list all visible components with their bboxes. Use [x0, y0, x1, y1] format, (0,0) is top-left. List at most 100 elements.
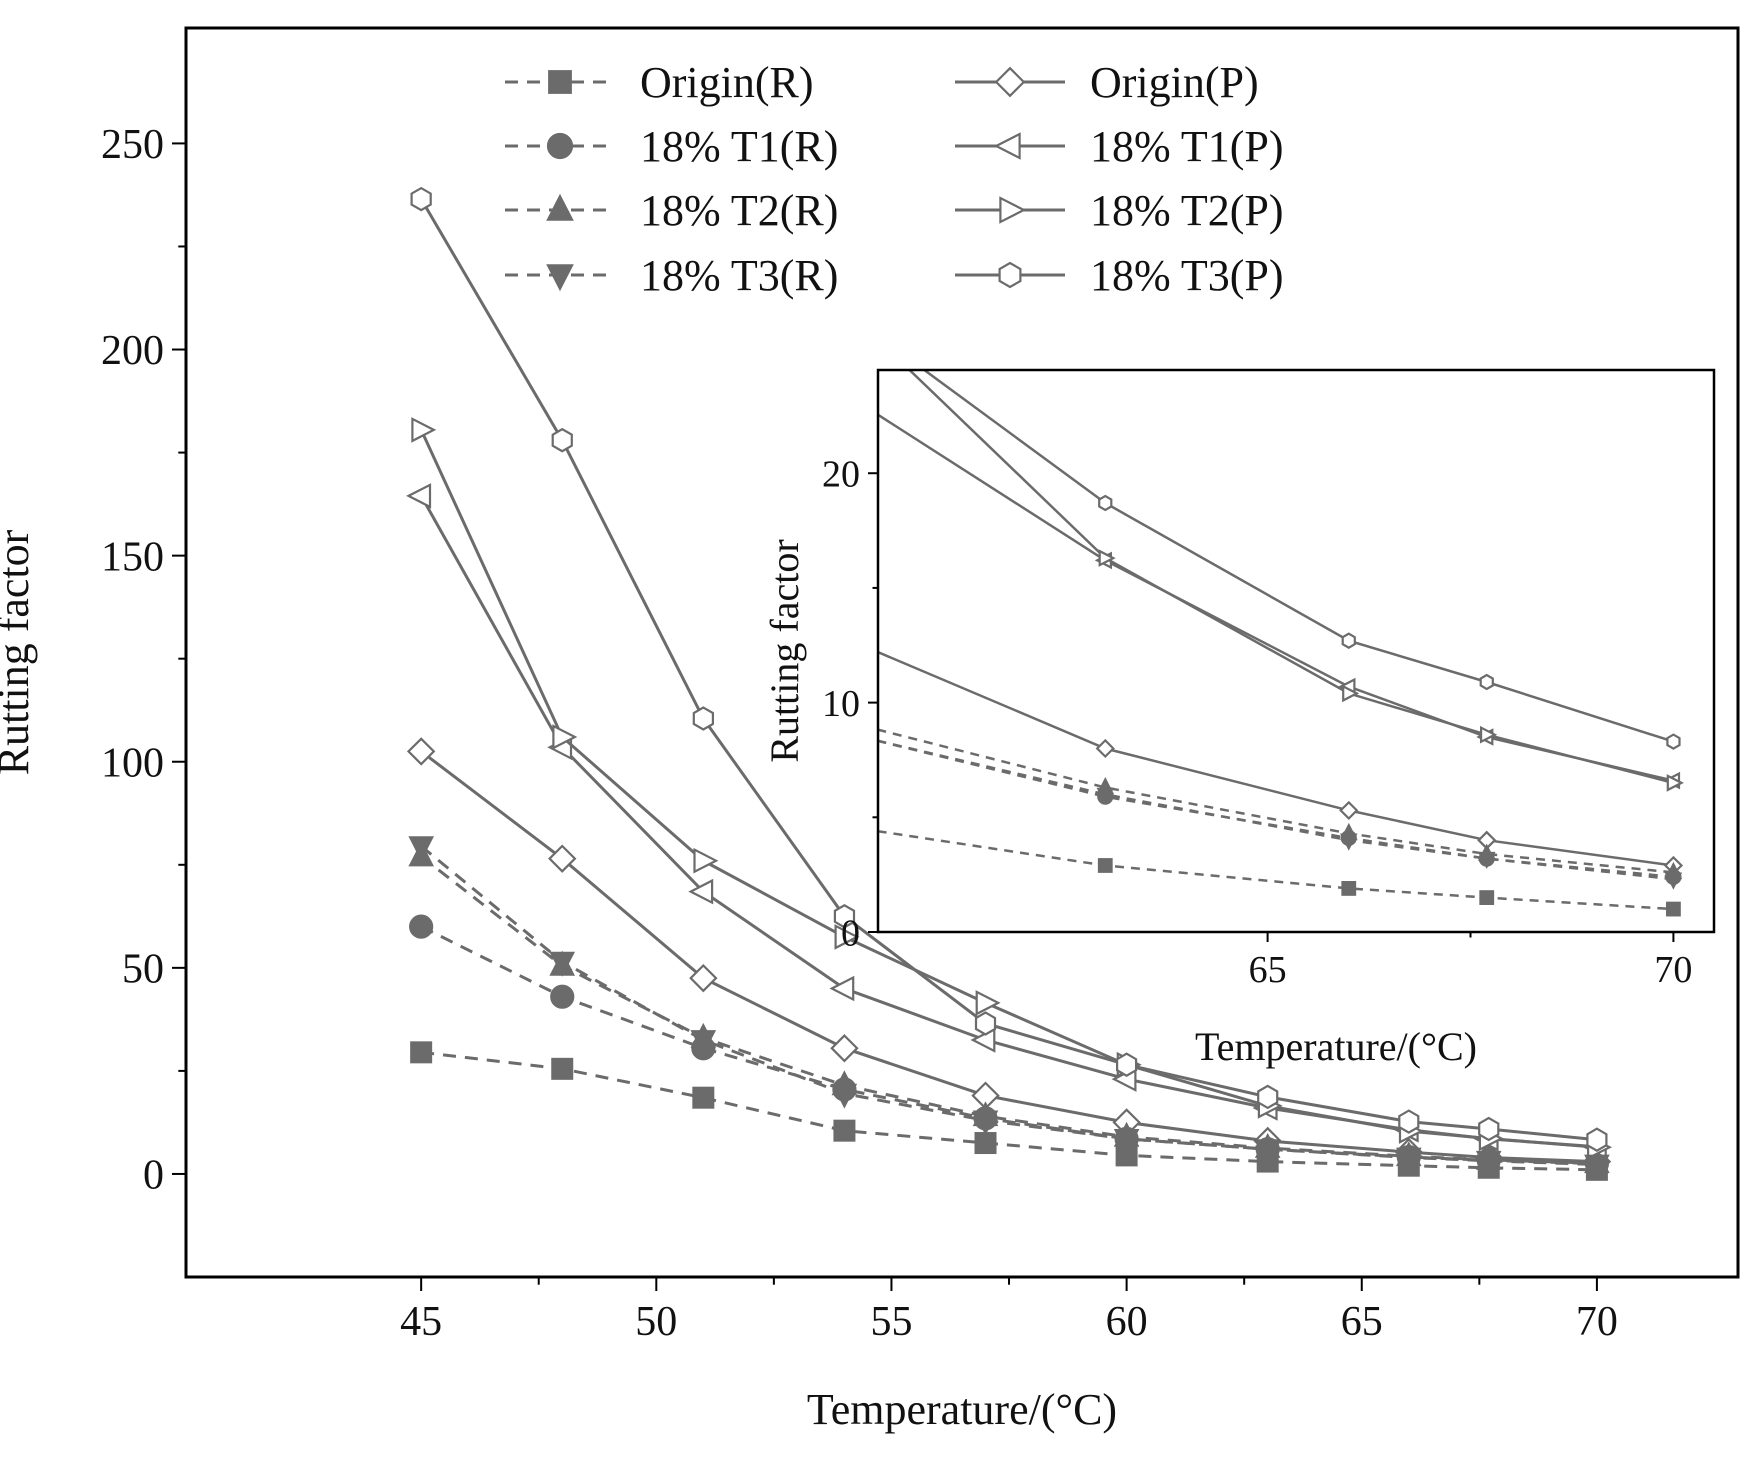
- inset-series-18-t3-p-point: [1098, 494, 1113, 512]
- inset-series-origin-r-point: [1341, 881, 1357, 896]
- inset-series-18-t2-p-point: [1098, 549, 1116, 567]
- inset-series-18-t2-p-point: [1479, 725, 1498, 744]
- inset-x-tick-label: 70: [1654, 949, 1692, 991]
- main-y-tick-label: 200: [101, 328, 164, 374]
- main-series-18-t1-p-point: [829, 975, 855, 1002]
- main-series-18-t3-p-point: [1115, 1052, 1138, 1077]
- inset-y-tick-label: 10: [822, 683, 860, 725]
- inset-x-axis-label: Temperature/(°C): [1195, 1024, 1477, 1069]
- main-series-18-t3-p-point: [1257, 1084, 1279, 1110]
- main-series-origin-r-point: [974, 1132, 997, 1155]
- main-series-group: [406, 186, 1613, 1181]
- main-series-18-t3-r: [408, 836, 1610, 1180]
- inset-y-tick-label: 0: [841, 912, 860, 954]
- main-x-tick-label: 60: [1106, 1299, 1148, 1345]
- main-series-origin-p-point: [689, 963, 718, 993]
- legend-label: Origin(P): [1090, 58, 1259, 107]
- inset-series-origin-r-point: [1479, 890, 1495, 905]
- main-series-18-t3-r-line: [420, 845, 1597, 1166]
- inset-series-18-t2-p: [907, 370, 1684, 792]
- main-series-18-t1-r-point: [409, 914, 434, 939]
- main-series-18-t2-p-point: [693, 847, 719, 874]
- main-series-18-t3-p-point: [692, 706, 715, 731]
- legend-label: 18% T2(P): [1090, 186, 1284, 235]
- main-series-origin-p-point: [406, 737, 436, 766]
- main-x-tick-label: 45: [400, 1299, 442, 1345]
- main-series-origin-r-point: [410, 1041, 433, 1064]
- main-x-axis-label: Temperature/(°C): [807, 1385, 1117, 1434]
- main-series-origin-p-point: [830, 1034, 859, 1063]
- main-y-tick-label: 100: [101, 740, 164, 786]
- inset-x-tick-label: 65: [1249, 949, 1287, 991]
- main-series-18-t3-p-point: [974, 1011, 997, 1036]
- main-x-tick-label: 70: [1576, 1299, 1618, 1345]
- legend-label: Origin(R): [640, 58, 814, 107]
- legend-label: 18% T3(P): [1090, 251, 1284, 300]
- inset-series-18-t3-p-point: [1479, 673, 1494, 691]
- main-x-tick-label: 50: [635, 1299, 677, 1345]
- inset-series-origin-r-line: [878, 829, 1674, 911]
- inset-series-origin-r-point: [1666, 901, 1681, 917]
- main-y-tick-label: 0: [143, 1153, 164, 1199]
- inset-y-tick-label: 20: [822, 454, 860, 496]
- legend-entry-origin-r: Origin(R): [505, 58, 814, 107]
- main-series-18-t3-p: [410, 186, 1608, 1152]
- inset-background: [878, 370, 1714, 932]
- main-series-origin-r: [410, 1041, 1608, 1181]
- main-series-origin-r-point: [692, 1086, 715, 1109]
- main-series-18-t1-p-point: [406, 483, 432, 509]
- main-series-origin-r-line: [421, 1050, 1597, 1172]
- main-y-tick-label: 150: [101, 534, 164, 580]
- main-series-18-t3-r-point: [1113, 1128, 1140, 1155]
- legend-marker: [546, 264, 574, 292]
- main-series-18-t3-p-point: [1586, 1127, 1608, 1152]
- legend-entry-18-t1-p: 18% T1(P): [955, 122, 1284, 171]
- main-series-18-t2-p-line: [419, 429, 1598, 1149]
- inset-series-origin-r: [878, 829, 1681, 917]
- main-series-18-t3-p-point: [410, 186, 432, 212]
- inset-series-18-t3-r-point: [1477, 851, 1496, 870]
- legend-label: 18% T3(R): [640, 251, 838, 300]
- legend: Origin(R) Origin(P) 18% T1(R) 18% T1(P) 18% …: [505, 58, 1284, 300]
- legend-marker: [998, 261, 1022, 289]
- inset-series-18-t3-r-point: [1340, 833, 1358, 851]
- inset-series-group: [878, 370, 1684, 917]
- main-series-18-t3-r-point: [1475, 1150, 1502, 1176]
- inset-series-origin-p-point: [1339, 800, 1359, 821]
- main-y-tick-label: 50: [122, 947, 164, 993]
- inset-series-18-t3-r-point: [1096, 787, 1115, 805]
- inset-series-18-t3-p: [922, 370, 1681, 750]
- legend-label: 18% T1(P): [1090, 122, 1284, 171]
- legend-label: 18% T1(R): [640, 122, 838, 171]
- inset-series-origin-r-point: [1097, 858, 1113, 873]
- main-series-18-t3-p-line: [419, 198, 1598, 1142]
- legend-entry-origin-p: Origin(P): [955, 58, 1259, 107]
- legend-label: 18% T2(R): [640, 186, 838, 235]
- inset-series-18-t2-p-point: [1342, 684, 1360, 703]
- main-series-origin-p-point: [548, 844, 577, 873]
- main-x-tick-label: 55: [870, 1299, 912, 1345]
- main-series-origin-p-line: [420, 750, 1597, 1164]
- legend-entry-18-t3-p: 18% T3(P): [955, 251, 1284, 300]
- main-series-18-t3-r-point: [549, 951, 576, 977]
- inset-y-axis-label: Rutting factor: [762, 539, 807, 762]
- main-series-18-t3-p-point: [833, 904, 856, 929]
- main-series-18-t2-p-point: [552, 724, 578, 750]
- main-series-18-t3-r-point: [1395, 1147, 1422, 1173]
- main-series-18-t3-p-point: [1478, 1116, 1500, 1142]
- main-series-18-t2-p-point: [834, 924, 860, 950]
- main-series-18-t3-r-point: [1254, 1139, 1281, 1165]
- inset-plot: 65 70 0 10 20 Temperature/(°C) Rutting factor: [762, 368, 1716, 1069]
- main-series-18-t3-p-point: [551, 427, 573, 453]
- main-series-18-t2-p-point: [975, 990, 1001, 1016]
- legend-entry-18-t2-p: 18% T2(P): [955, 186, 1284, 235]
- legend-marker: [993, 132, 1021, 160]
- legend-marker: [994, 66, 1026, 98]
- main-series-origin-r-point: [551, 1057, 574, 1080]
- main-y-axis-label: Rutting factor: [0, 529, 38, 775]
- main-y-tick-label: 250: [101, 122, 164, 168]
- main-series-18-t1-r-point: [550, 984, 575, 1009]
- inset-series-18-t3-r: [878, 739, 1683, 890]
- main-series-18-t3-p-point: [1398, 1109, 1420, 1134]
